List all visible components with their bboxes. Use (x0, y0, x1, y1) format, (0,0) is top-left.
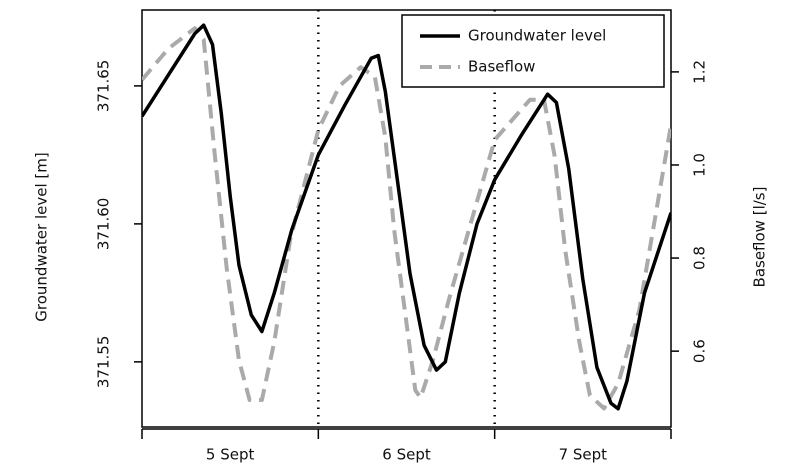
y-tick-label: 371.60 (95, 198, 113, 251)
y-axis-title: Groundwater level [m] (33, 152, 51, 321)
plot-frame (141, 9, 672, 428)
y2-tick-label: 0.8 (691, 246, 709, 270)
y2-axis-title: Baseflow [l/s] (751, 187, 769, 288)
y2-tick-label: 1.2 (691, 60, 709, 84)
y-tick-label: 371.65 (95, 60, 113, 113)
x-tick-label: 6 Sept (382, 446, 431, 464)
legend-label: Baseflow (468, 58, 535, 76)
y-tick-label: 371.55 (95, 336, 113, 389)
y2-tick-label: 1.0 (691, 153, 709, 177)
x-tick-label: 7 Sept (559, 446, 608, 464)
legend-box (401, 14, 665, 88)
x-tick-label: 5 Sept (206, 446, 255, 464)
y2-tick-label: 0.6 (691, 339, 709, 363)
legend-label: Groundwater level (468, 27, 606, 45)
series-line (142, 23, 671, 411)
